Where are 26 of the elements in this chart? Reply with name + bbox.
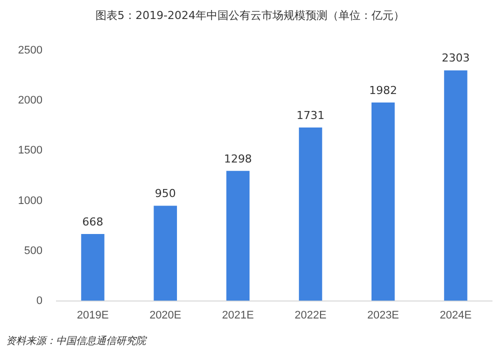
y-tick-label: 2500 <box>18 44 42 57</box>
bar <box>81 234 104 301</box>
data-label: 950 <box>154 187 176 200</box>
x-tick-label: 2022E <box>294 309 326 322</box>
x-tick-label: 2019E <box>76 309 109 322</box>
data-label: 1982 <box>369 84 398 97</box>
x-tick-label: 2024E <box>440 309 472 322</box>
x-tick-label: 2021E <box>222 309 254 322</box>
bar <box>154 206 177 301</box>
x-tick-label: 2023E <box>367 309 400 322</box>
y-tick-label: 1000 <box>18 194 42 207</box>
y-tick-label: 2000 <box>18 94 42 107</box>
bar <box>226 170 250 301</box>
text: 资料来源：中国信息通信研究院 <box>6 334 146 348</box>
data-label: 2303 <box>442 52 470 65</box>
data-label: 1298 <box>224 152 252 166</box>
bar <box>444 70 468 301</box>
y-tick-label: 500 <box>24 244 42 257</box>
y-tick-label: 1500 <box>18 144 42 157</box>
chart-title: 图表5：2019-2024年中国公有云市场规模预测（单位：亿元） <box>94 8 406 23</box>
bar <box>298 128 322 301</box>
x-tick-label: 2020E <box>149 309 182 322</box>
y-tick-label: 0 <box>36 294 42 307</box>
bar <box>372 102 395 301</box>
data-label: 668 <box>82 215 104 228</box>
data-label: 1731 <box>296 108 325 122</box>
